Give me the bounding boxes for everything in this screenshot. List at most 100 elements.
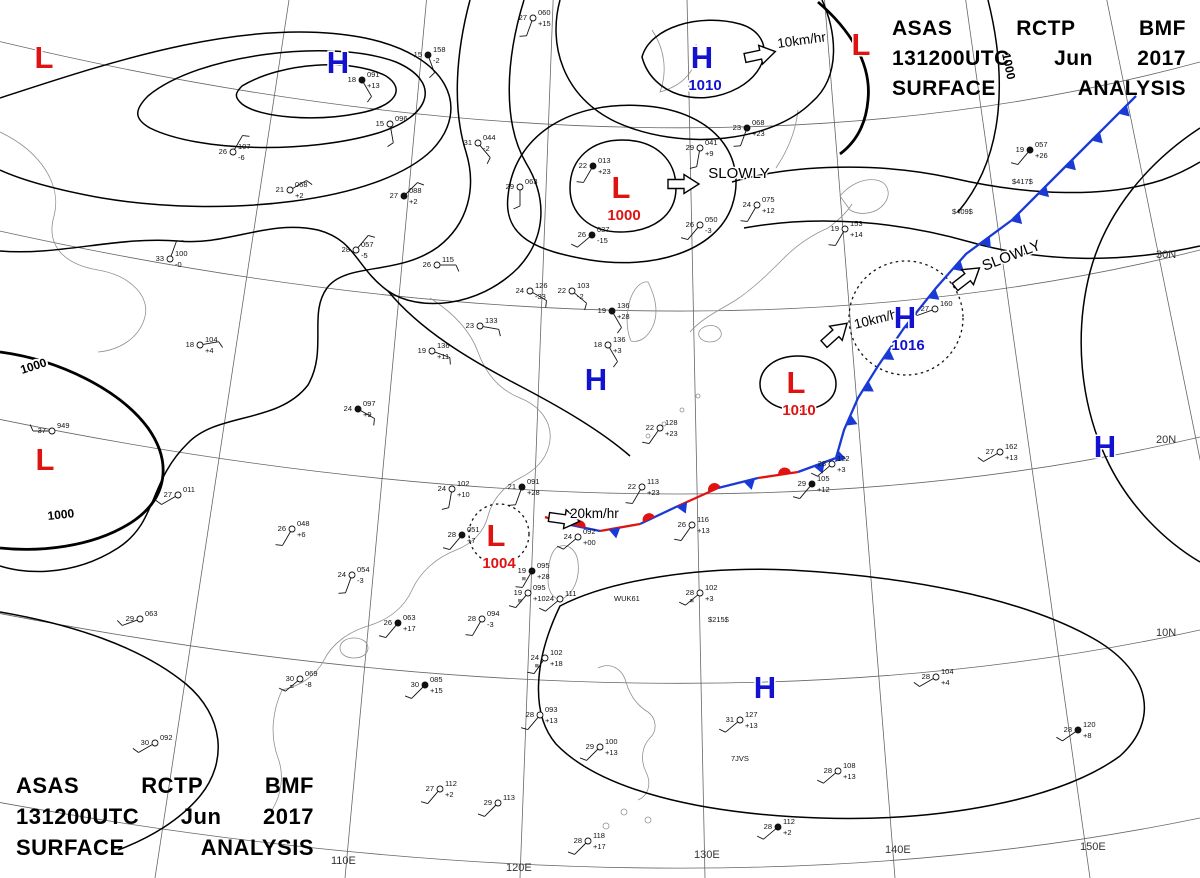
wind-barb-tick (810, 472, 818, 477)
wind-barb-tick (275, 544, 283, 546)
stationary-front-cold-triangle (743, 478, 756, 490)
station-value: 054 (357, 565, 370, 574)
wind-barb-tick (740, 220, 748, 222)
station-value: 107 (238, 142, 251, 151)
coastline-hokkaido (839, 179, 889, 214)
coastline-sakhalin (775, 109, 799, 169)
station-value: 108 (843, 761, 856, 770)
station-plot: 26 107 -6 (219, 135, 251, 162)
station-value: 31 (726, 715, 734, 724)
dotted-system-circle (468, 503, 530, 565)
station-plot: 28 057 -5 (342, 235, 376, 260)
station-value: 24 (344, 404, 352, 413)
station-value: 113 (503, 793, 515, 802)
station-value: 063 (525, 177, 538, 186)
wind-barb-tick (132, 748, 139, 753)
wind-barb-tick (913, 682, 920, 687)
station-value: 30 (286, 674, 294, 683)
station-value: 26 (678, 520, 686, 529)
station-plot: 19 136 +11 (418, 341, 451, 365)
station-value: 33 (156, 254, 164, 263)
station-value: 26 (384, 618, 392, 627)
latitude-label: 20N (1156, 434, 1176, 446)
station-value: 24 (531, 653, 539, 662)
station-value: +10 (457, 490, 470, 499)
wind-barb-tick (545, 300, 547, 308)
wind-barb-tick (368, 235, 376, 238)
dotted-circle-layer (468, 260, 964, 565)
station-value: -5 (361, 251, 368, 260)
station-value: 29 (798, 479, 806, 488)
station-value: +18 (550, 659, 563, 668)
station-plot: 24 111 (538, 589, 576, 612)
wind-barb-shaft (170, 240, 177, 257)
station-value: -15 (597, 236, 608, 245)
station-plot: 29 041 +9 (686, 138, 718, 169)
island-ryukyu (645, 433, 651, 439)
station-value: +28 (537, 572, 550, 581)
station-plot: 19 095 +28 ≡ (515, 561, 550, 588)
cold-front-triangle (904, 318, 916, 330)
station-value: 044 (483, 133, 496, 142)
station-value: 104 (205, 335, 218, 344)
wind-barb-shaft (234, 135, 243, 150)
wind-barb-tick (242, 135, 250, 137)
wind-barb-tick (29, 424, 34, 432)
latitude-line (0, 419, 1200, 495)
wind-barb-tick (498, 329, 501, 337)
title-line-3: SURFACE ANALYSIS (16, 835, 314, 861)
station-value: 30 (141, 738, 149, 747)
station-plot: 30 069 -8 = (278, 669, 318, 692)
wind-barb-shaft (799, 486, 811, 499)
station-value: +11 (437, 352, 449, 361)
station-value: 057 (361, 240, 374, 249)
station-plot: 28 122 +3 (810, 454, 850, 477)
station-value: 18 (348, 75, 356, 84)
station-value: +00 (583, 538, 596, 547)
wind-barb-tick (442, 547, 450, 550)
station-value: 24 (438, 484, 446, 493)
station-plot: 28 102 +3 ≡ (678, 583, 718, 606)
wind-barb-shaft (390, 126, 394, 143)
station-value: 28 (1064, 725, 1072, 734)
station-value: 22 (558, 286, 566, 295)
isobar-1000-thick-topright (817, 0, 870, 156)
station-circle (604, 341, 612, 349)
cold-front-triangle (952, 260, 964, 272)
station-plot: 24 126 -33 (516, 281, 548, 308)
wind-barb-shaft (763, 828, 776, 840)
movement-speed-label: 10km/hr (776, 29, 827, 51)
pressure-center-low: L (852, 27, 871, 62)
wind-barb-tick (441, 507, 449, 510)
wind-barb-shaft (835, 231, 844, 246)
station-value: 28 (922, 672, 930, 681)
station-value: 27 (921, 304, 929, 313)
station-value: 27 (986, 447, 994, 456)
station-value: 28 (824, 766, 832, 775)
station-circle (736, 716, 744, 724)
pressure-center-high: H (691, 40, 713, 75)
isobar (137, 50, 426, 149)
wind-barb-shaft (685, 594, 698, 606)
station-plot: 28 093 +13 (520, 705, 558, 730)
station-value: 091 (527, 477, 540, 486)
station-circle (433, 261, 441, 269)
station-value: -8 (305, 680, 312, 689)
station-value: 28 (342, 245, 350, 254)
station-value: +4 (941, 678, 950, 687)
longitude-line (519, 0, 554, 878)
station-value: 26 (278, 524, 286, 533)
fronts-layer (544, 95, 1137, 539)
wind-barb-tick (486, 157, 491, 165)
cold-front-triangle (1091, 132, 1103, 144)
isobar (387, 290, 631, 457)
station-circle (528, 567, 536, 575)
station-value: +6 (297, 530, 306, 539)
station-circle (196, 341, 204, 349)
station-value: 136 (437, 341, 450, 350)
coastline-taiwan (547, 545, 579, 600)
station-circle (638, 483, 646, 491)
wind-barb-shaft (696, 150, 700, 167)
station-value: 128 (665, 418, 678, 427)
station-circle (568, 287, 576, 295)
